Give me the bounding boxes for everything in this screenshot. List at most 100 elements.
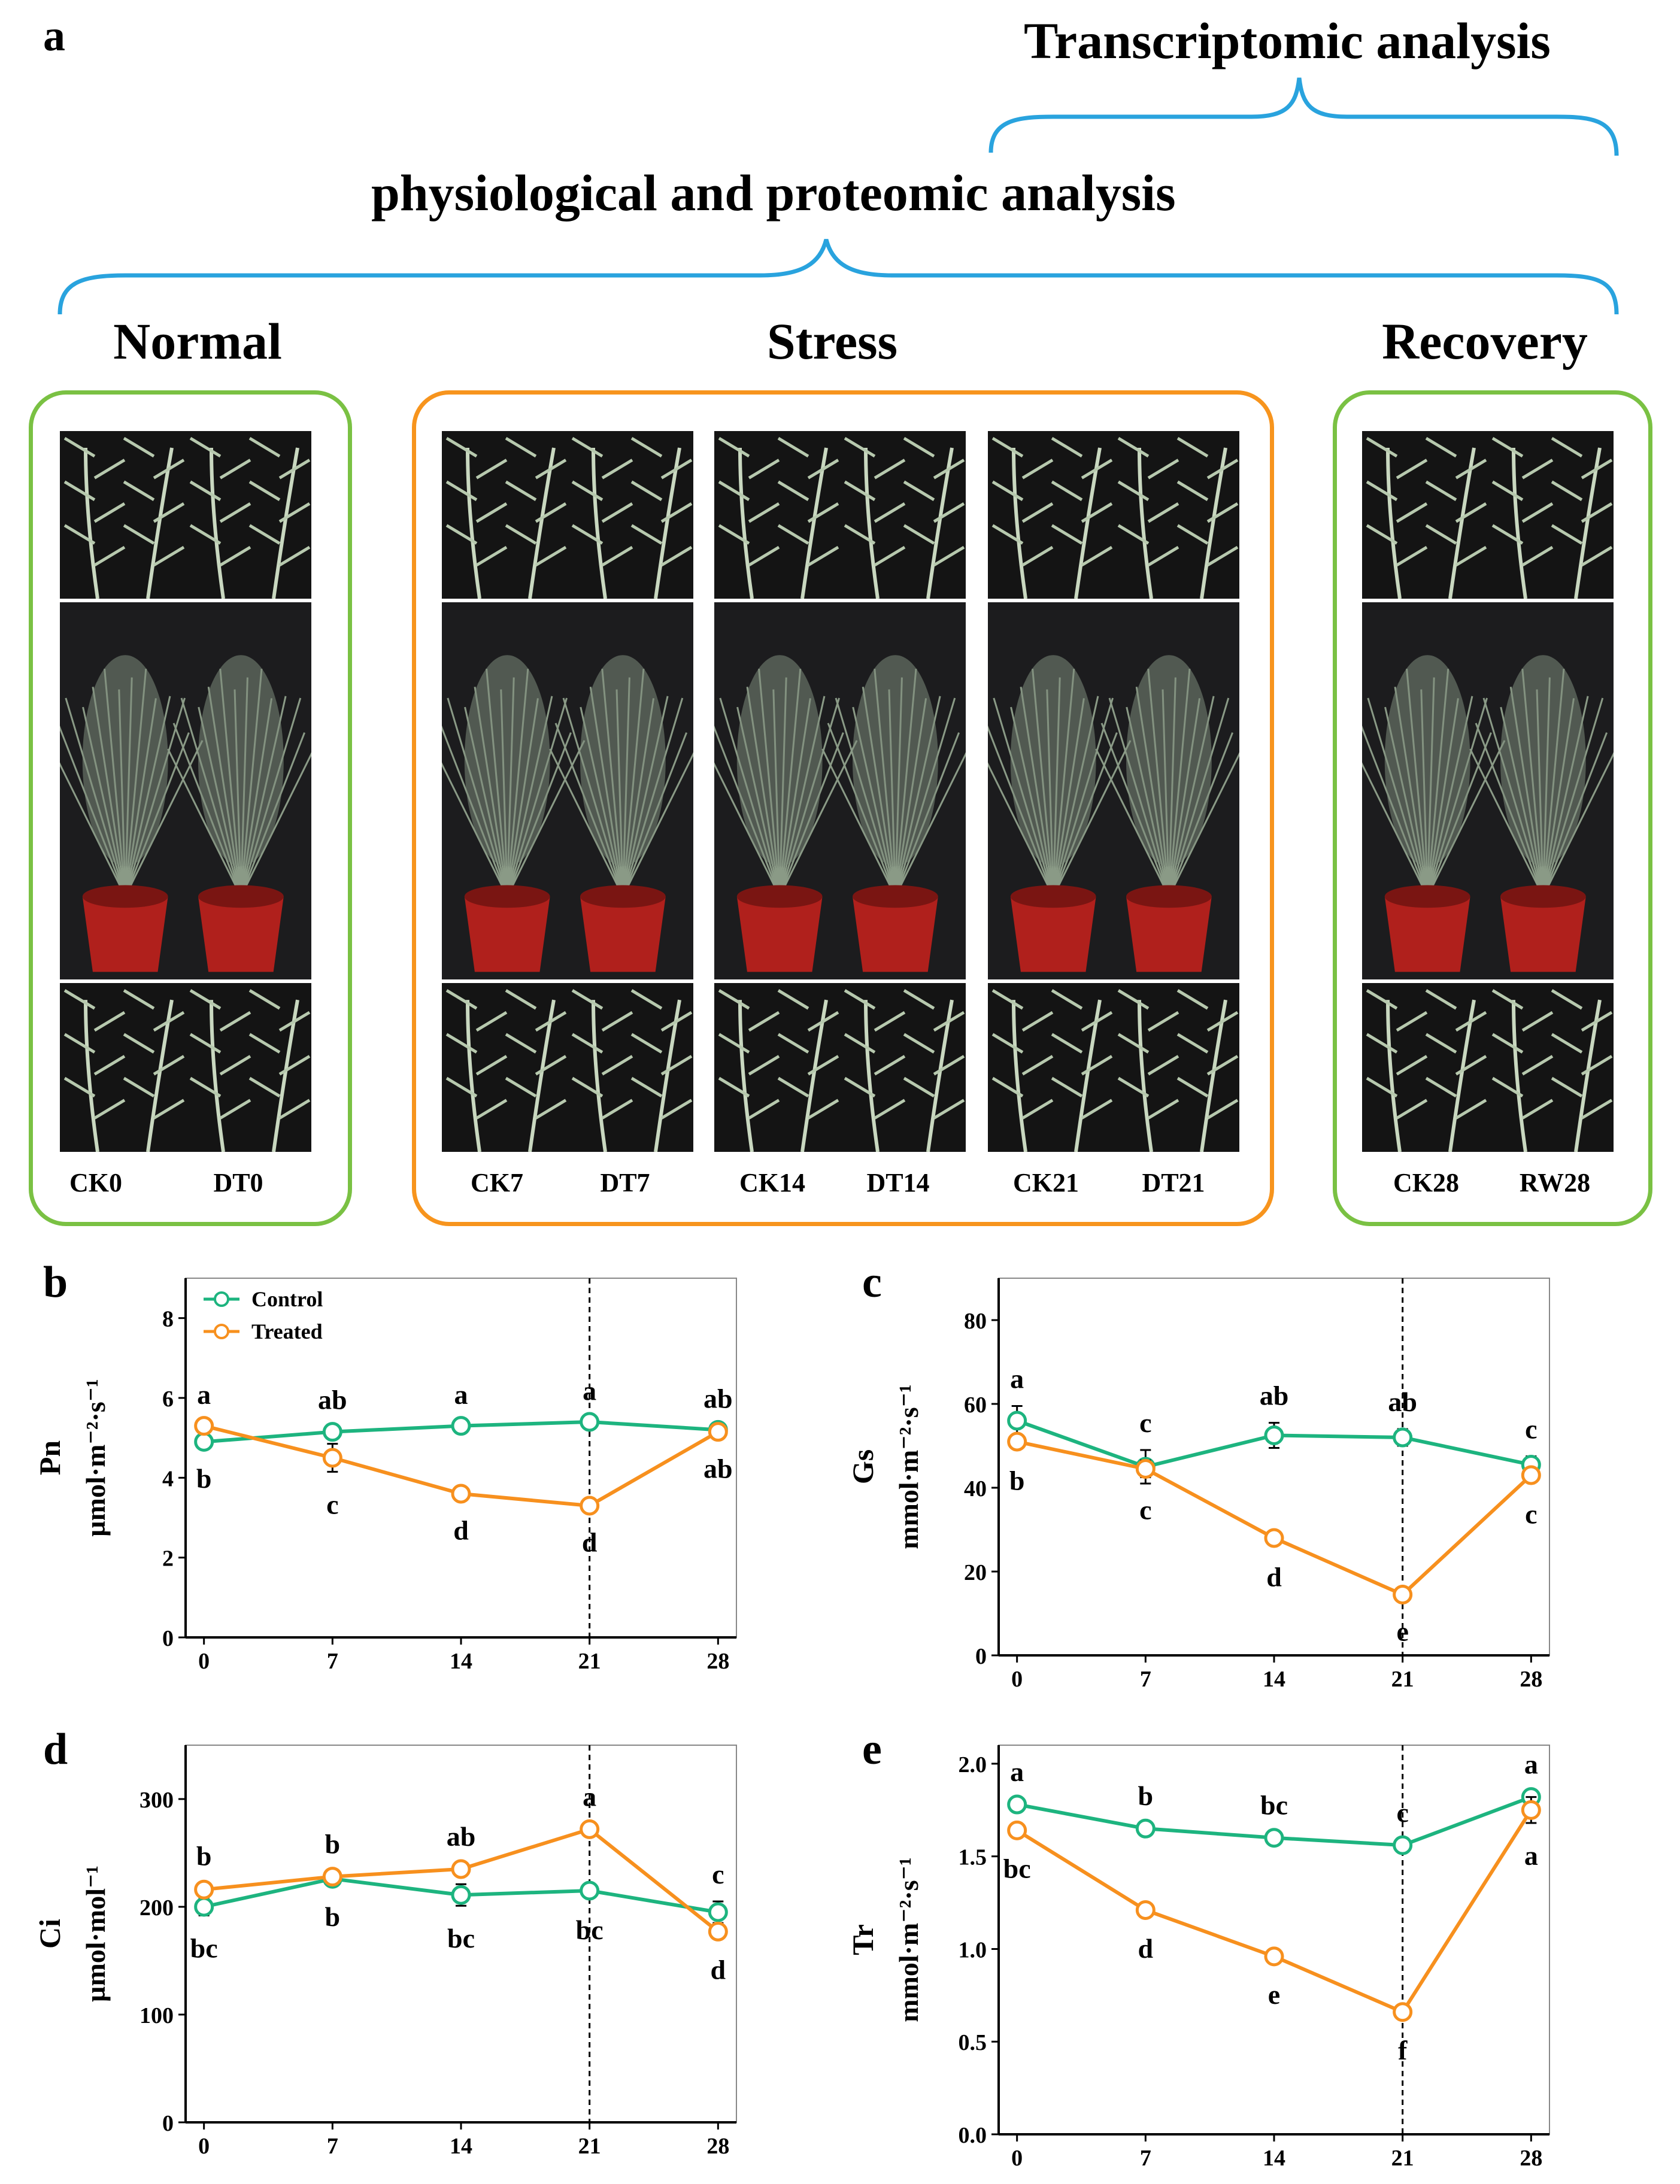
x-tick-label: 21 (1391, 1667, 1414, 1692)
y-unit-label: mmol·m⁻²·s⁻¹ (893, 1384, 924, 1549)
significance-letter: b (325, 1901, 341, 1932)
significance-letter: d (1266, 1562, 1282, 1592)
normal-top-left-photo (60, 431, 186, 599)
control-marker (708, 1902, 728, 1922)
significance-letter: bc (576, 1915, 604, 1945)
significance-letter: d (1138, 1933, 1154, 1964)
y-tick-label: 0 (162, 1626, 174, 1651)
y-tick-label: 0 (975, 1644, 987, 1669)
stress-7-top-right-photo (568, 431, 693, 599)
significance-letter: b (325, 1829, 341, 1860)
x-tick-label: 7 (1140, 1667, 1151, 1692)
panel-c-label: c (862, 1258, 882, 1307)
recovery-bottom-right-photo (1488, 983, 1614, 1152)
treated-marker (708, 1422, 728, 1442)
legend-treated-label: Treated (251, 1320, 323, 1343)
stress-21-top-right-photo (1114, 431, 1239, 599)
recovery-box (1333, 390, 1652, 1226)
x-tick-label: 0 (1011, 2146, 1023, 2171)
recovery-top-left-photo (1362, 431, 1488, 599)
control-marker (580, 1880, 600, 1901)
transcriptomic-bracket (988, 77, 1619, 156)
sample-label-ck7: CK7 (471, 1168, 523, 1197)
control-marker (1393, 1427, 1413, 1448)
y-tick-label: 60 (964, 1393, 987, 1418)
significance-letter: e (1396, 1616, 1408, 1647)
significance-letter: c (1525, 1499, 1537, 1530)
stress-14-bottom-left-photo (714, 983, 840, 1152)
sample-label-rw28: RW28 (1519, 1168, 1591, 1197)
control-marker (580, 1412, 600, 1432)
treated-marker (1521, 1465, 1541, 1485)
recovery-top-right-photo (1488, 431, 1614, 599)
treated-marker (580, 1819, 600, 1839)
y-tick-label: 300 (140, 1788, 174, 1813)
significance-letter: b (196, 1840, 212, 1871)
treated-marker (580, 1496, 600, 1516)
treated-marker (1264, 1946, 1284, 1967)
significance-letter: d (453, 1515, 469, 1546)
stress-label: Stress (766, 313, 898, 370)
normal-potted-plants-photo (60, 602, 311, 979)
y-tick-label: 0.5 (959, 2030, 987, 2055)
treated-marker (194, 1879, 214, 1900)
stress-21-potted-plants-photo (988, 602, 1239, 979)
y-tick-label: 2.0 (959, 1752, 987, 1777)
legend-control-marker (214, 1291, 229, 1307)
x-tick-label: 21 (578, 2134, 601, 2159)
brackets (57, 77, 1619, 315)
y-tick-label: 80 (964, 1309, 987, 1334)
x-tick-label: 0 (198, 1649, 210, 1674)
y-tick-label: 4 (162, 1466, 174, 1491)
y-abbrev-label: Ci (33, 1919, 66, 1949)
stress-21-bottom-left-photo (988, 983, 1114, 1152)
sample-label-dt0: DT0 (213, 1168, 263, 1197)
significance-letter: a (197, 1379, 211, 1410)
y-abbrev-label: Gs (846, 1449, 880, 1484)
significance-letter: b (196, 1463, 212, 1494)
y-tick-label: 2 (162, 1546, 174, 1572)
x-tick-label: 21 (578, 1649, 601, 1674)
significance-letter: b (1138, 1780, 1154, 1811)
y-abbrev-label: Pn (33, 1440, 66, 1476)
x-tick-label: 28 (1520, 2146, 1542, 2171)
x-tick-label: 0 (198, 2134, 210, 2159)
treated-marker (1521, 1800, 1541, 1820)
stress-14-bottom-right-photo (840, 983, 966, 1152)
stress-14-top-left-photo (714, 431, 840, 599)
significance-letter: d (582, 1527, 598, 1558)
significance-letter: a (1524, 1840, 1538, 1871)
recovery-potted-plants-photo (1362, 602, 1614, 979)
chart-ci: 0 100 200 300 0 7 14 21 28 Ci µmol·mol⁻¹ b bc b b ab bc a… (33, 1745, 737, 2159)
recovery-label: Recovery (1382, 313, 1588, 370)
significance-letter: f (1398, 2035, 1408, 2065)
y-unit-label: µmol·m⁻²·s⁻¹ (80, 1379, 111, 1537)
stress-14-top-right-photo (840, 431, 966, 599)
stress-7-bottom-left-photo (442, 983, 568, 1152)
panel-d-label: d (43, 1725, 68, 1774)
stress-21-top-left-photo (988, 431, 1114, 599)
x-tick-label: 28 (706, 1649, 729, 1674)
sample-label-ck14: CK14 (739, 1168, 805, 1197)
significance-letter: c (326, 1489, 338, 1519)
significance-letter: a (1010, 1757, 1024, 1787)
treated-marker (1264, 1528, 1284, 1548)
x-tick-label: 28 (1520, 1667, 1542, 1692)
control-marker (1007, 1410, 1027, 1431)
sample-label-dt7: DT7 (600, 1168, 650, 1197)
legend-control-label: Control (251, 1287, 323, 1311)
treated-marker (1135, 1900, 1156, 1920)
stress-14-potted-plants-photo (714, 602, 966, 979)
x-tick-label: 14 (1263, 1667, 1285, 1692)
transcriptomic-title: Transcriptomic analysis (1024, 12, 1551, 69)
stress-7-top-left-photo (442, 431, 568, 599)
x-tick-label: 14 (1263, 2146, 1285, 2171)
control-marker (451, 1885, 471, 1905)
significance-letter: a (454, 1379, 468, 1410)
x-tick-label: 0 (1011, 1667, 1023, 1692)
significance-letter: ab (447, 1821, 476, 1852)
treated-marker (194, 1416, 214, 1436)
